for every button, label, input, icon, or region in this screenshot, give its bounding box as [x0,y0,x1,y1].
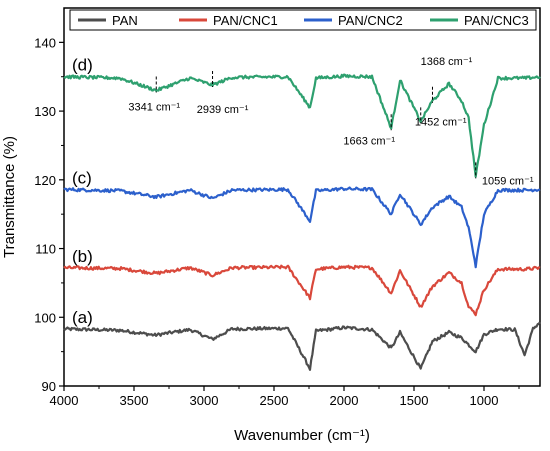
legend-label: PAN/CNC3 [464,13,529,28]
series-line-4 [63,73,541,178]
x-tick-label: 3500 [120,393,149,408]
series-line-2 [63,264,541,317]
x-tick-label: 1500 [400,393,429,408]
y-tick-label: 120 [34,173,56,188]
legend-label: PAN/CNC2 [338,13,403,28]
panel-label: (b) [72,247,93,266]
x-tick-label: 2500 [260,393,289,408]
series-layer: (a) (b) (c) (d) [63,56,541,371]
series-line-1 [63,321,541,371]
annotation-label: 1368 cm⁻¹ [421,56,473,68]
annotation-layer: 3341 cm⁻¹ 2939 cm⁻¹ 1663 cm⁻¹ 1452 cm⁻¹ 1368… [128,56,533,188]
y-tick-label: 90 [42,379,56,394]
annotation-label: 1059 cm⁻¹ [482,175,534,187]
plot-area-frame [63,7,541,387]
panel-label: (d) [72,56,93,75]
legend: PAN PAN/CNC1 PAN/CNC2 PAN/CNC3 [69,9,537,31]
y-axis-title: Transmittance (%) [1,136,18,258]
legend-label: PAN [112,13,138,28]
y-tick-label: 130 [34,104,56,119]
x-axis-title: Wavenumber (cm⁻¹) [234,427,370,444]
annotation-label: 2939 cm⁻¹ [197,104,249,116]
axis-layer: 4000 3500 3000 2500 2000 1500 1000 90 100 110 120 1… [34,35,520,408]
annotation-label: 3341 cm⁻¹ [128,101,180,113]
x-tick-label: 3000 [190,393,219,408]
y-tick-label: 100 [34,310,56,325]
annotation-label: 1663 cm⁻¹ [343,135,395,147]
panel-label: (a) [72,308,93,327]
x-tick-label: 2000 [330,393,359,408]
panel-label: (c) [72,168,92,187]
x-tick-label: 4000 [50,393,79,408]
series-line-3 [63,186,541,269]
legend-frame [69,9,537,31]
y-tick-label: 140 [34,35,56,50]
annotation-label: 1452 cm⁻¹ [415,116,467,128]
y-tick-label: 110 [35,242,56,257]
x-tick-label: 1000 [470,393,499,408]
legend-label: PAN/CNC1 [213,13,278,28]
